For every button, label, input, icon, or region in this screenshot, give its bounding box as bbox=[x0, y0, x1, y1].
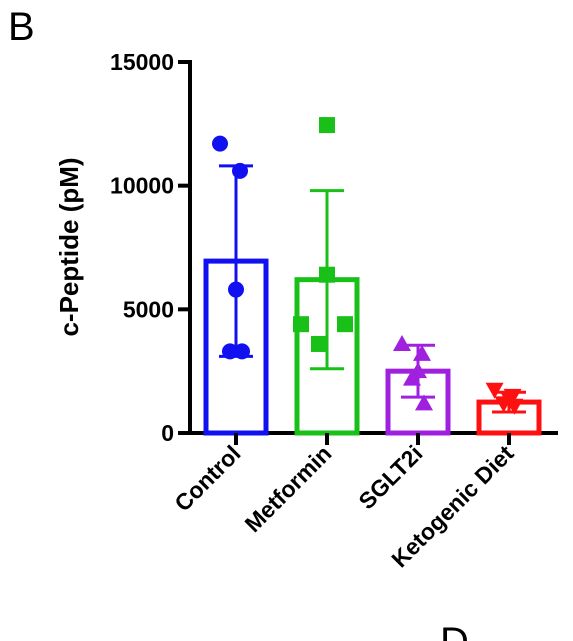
bars-group bbox=[203, 258, 542, 436]
data-point bbox=[222, 343, 238, 360]
panel-label: B bbox=[8, 5, 35, 49]
data-point bbox=[234, 343, 250, 360]
data-point bbox=[485, 382, 504, 399]
data-point bbox=[319, 117, 335, 134]
x-category-label: SGLT2i bbox=[353, 440, 427, 514]
data-point bbox=[293, 316, 309, 333]
data-point bbox=[415, 394, 433, 411]
data-point bbox=[505, 398, 524, 415]
points-group bbox=[212, 117, 524, 415]
x-category-label: Control bbox=[169, 440, 245, 516]
y-ticks: 0 5000 10000 15000 bbox=[110, 49, 190, 446]
next-panel-label: D bbox=[440, 620, 469, 641]
data-point bbox=[337, 316, 353, 333]
y-tick-label: 10000 bbox=[110, 173, 174, 199]
data-point bbox=[212, 135, 228, 152]
y-axis-label: c-Peptide (pM) bbox=[54, 157, 84, 336]
y-tick-label: 15000 bbox=[110, 49, 174, 75]
x-category-label: Metformin bbox=[240, 440, 337, 537]
data-point bbox=[413, 344, 431, 361]
data-point bbox=[311, 335, 327, 352]
data-point bbox=[403, 369, 421, 386]
y-tick-label: 5000 bbox=[123, 296, 174, 322]
data-point bbox=[319, 266, 335, 283]
data-point bbox=[393, 334, 411, 351]
data-point bbox=[232, 162, 248, 179]
y-tick-label: 0 bbox=[161, 420, 174, 446]
data-point bbox=[228, 281, 244, 298]
